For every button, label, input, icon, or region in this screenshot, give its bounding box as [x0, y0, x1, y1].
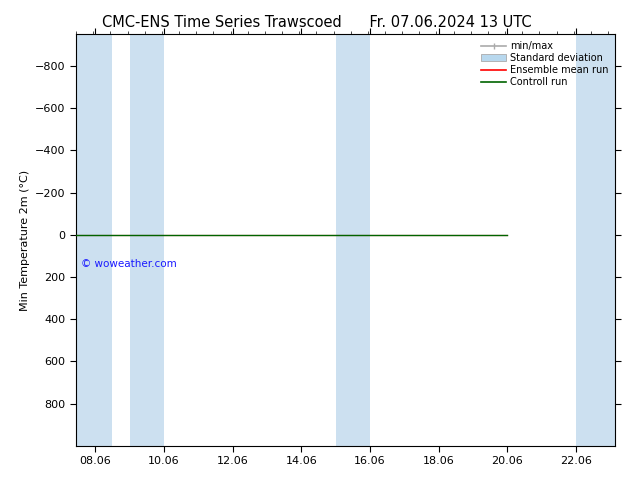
Text: CMC-ENS Time Series Trawscoed      Fr. 07.06.2024 13 UTC: CMC-ENS Time Series Trawscoed Fr. 07.06.…: [102, 15, 532, 30]
Y-axis label: Min Temperature 2m (°C): Min Temperature 2m (°C): [20, 170, 30, 311]
Text: © woweather.com: © woweather.com: [81, 259, 178, 269]
Legend: min/max, Standard deviation, Ensemble mean run, Controll run: min/max, Standard deviation, Ensemble me…: [479, 39, 610, 89]
Bar: [576, 34, 615, 446]
Bar: [335, 34, 370, 446]
Bar: [129, 34, 164, 446]
Bar: [76, 34, 112, 446]
